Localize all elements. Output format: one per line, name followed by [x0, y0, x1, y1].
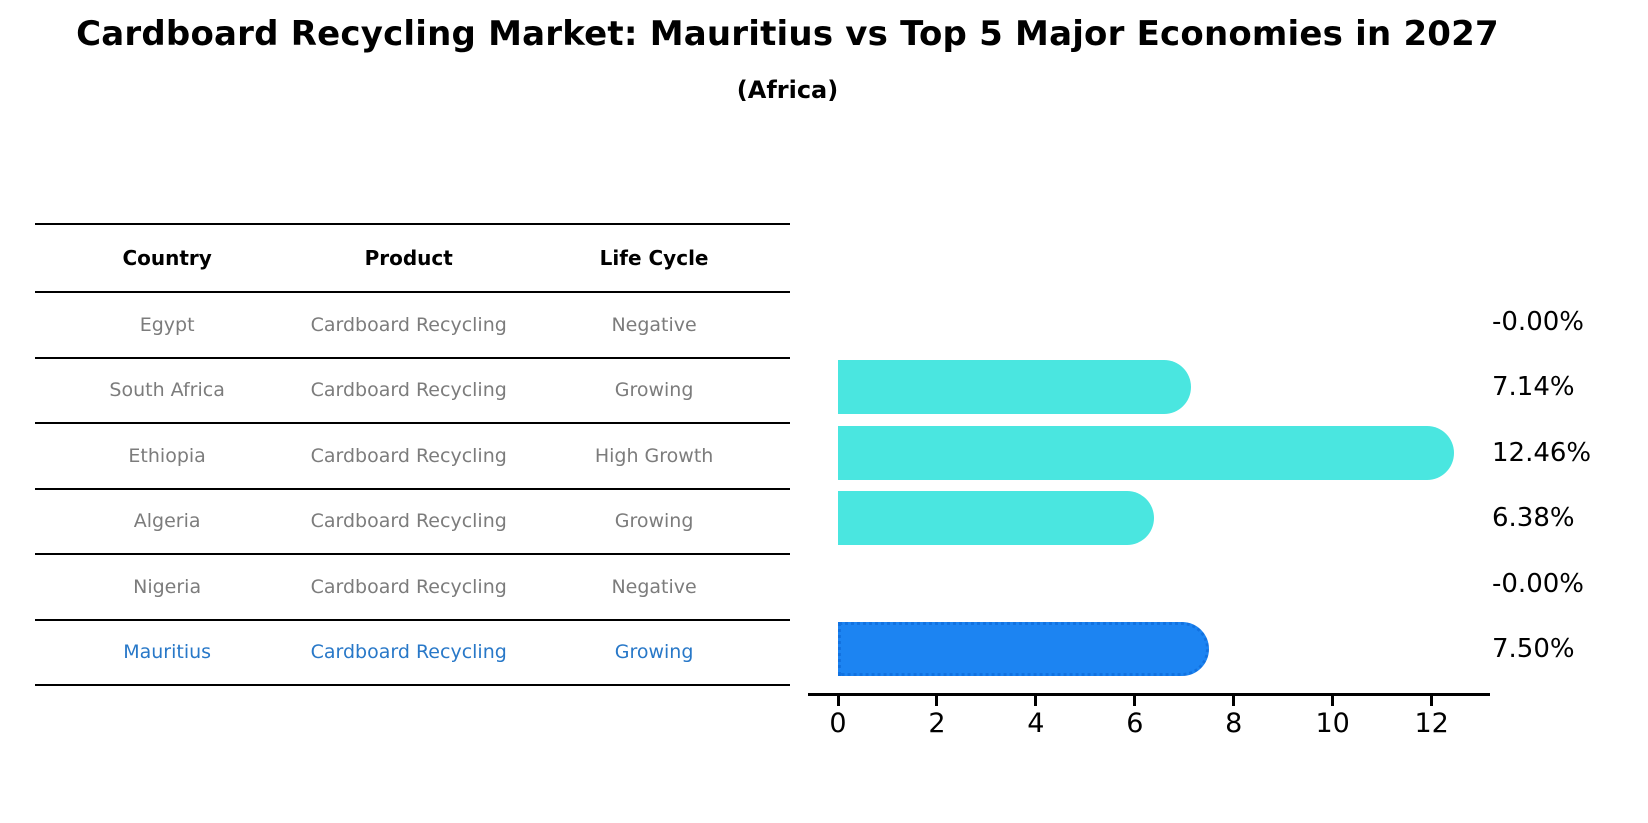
bar-ethiopia [838, 426, 1455, 480]
country-cell: Nigeria [133, 575, 202, 598]
x-axis-tick [1232, 696, 1236, 706]
table-row-ethiopia: Ethiopia Cardboard Recycling High Growth [35, 422, 790, 488]
value-label-nigeria: -0.00% [1492, 569, 1584, 599]
product-cell: Cardboard Recycling [310, 641, 507, 664]
table-row-algeria: Algeria Cardboard Recycling Growing [35, 487, 790, 554]
bar-mauritius [838, 622, 1210, 676]
table-row-egypt: Egypt Cardboard Recycling Negative [35, 291, 790, 357]
value-label-mauritius: 7.50% [1492, 634, 1575, 664]
x-axis-tick [935, 696, 939, 706]
chart-title: Cardboard Recycling Market: Mauritius vs… [76, 14, 1499, 54]
life-cycle-cell: High Growth [594, 444, 714, 467]
country-cell: Ethiopia [128, 444, 206, 467]
x-axis-tick [1331, 696, 1335, 706]
table-row-nigeria: Nigeria Cardboard Recycling Negative [35, 553, 790, 619]
life-cycle-cell: Negative [611, 313, 697, 336]
x-axis-tick-label: 4 [1027, 708, 1045, 739]
x-axis-tick-label: 2 [928, 708, 946, 739]
product-cell: Cardboard Recycling [310, 510, 507, 533]
value-label-egypt: -0.00% [1492, 307, 1584, 337]
bar-south-africa [838, 360, 1192, 414]
product-cell: Cardboard Recycling [310, 444, 507, 467]
column-header-country: Country [122, 246, 212, 270]
x-axis-tick-label: 8 [1225, 708, 1243, 739]
table-row-mauritius: Mauritius Cardboard Recycling Growing [35, 618, 790, 685]
country-cell: Mauritius [123, 641, 212, 664]
table-row-south-africa: South Africa Cardboard Recycling Growing [35, 356, 790, 423]
product-cell: Cardboard Recycling [310, 313, 507, 336]
country-cell: Egypt [139, 313, 195, 336]
x-axis-tick [836, 696, 840, 706]
value-label-ethiopia: 12.46% [1492, 438, 1592, 468]
x-axis-tick-label: 10 [1315, 708, 1350, 739]
country-cell: South Africa [109, 379, 225, 402]
x-axis-tick [1034, 696, 1038, 706]
column-header-life-cycle: Life Cycle [599, 246, 709, 270]
table-header-row: Country Product Life Cycle [35, 225, 790, 291]
x-axis-tick-label: 12 [1414, 708, 1449, 739]
value-label-south-africa: 7.14% [1492, 372, 1575, 402]
bar-algeria [838, 491, 1154, 545]
life-cycle-cell: Growing [614, 379, 694, 402]
x-axis-tick [1430, 696, 1434, 706]
value-label-algeria: 6.38% [1492, 503, 1575, 533]
life-cycle-cell: Growing [614, 510, 694, 533]
column-header-product: Product [364, 246, 453, 270]
life-cycle-cell: Growing [614, 641, 694, 664]
product-cell: Cardboard Recycling [310, 575, 507, 598]
comparison-table: Country Product Life Cycle Egypt Cardboa… [35, 223, 790, 686]
bar-plot: 0 2 4 6 8 10 12 [829, 0, 1491, 823]
country-cell: Algeria [133, 510, 201, 533]
x-axis-tick [1133, 696, 1137, 706]
x-axis-tick-label: 0 [829, 708, 847, 739]
x-axis-line [808, 693, 1490, 696]
life-cycle-cell: Negative [611, 575, 697, 598]
x-axis-tick-label: 6 [1126, 708, 1144, 739]
chart-subtitle: (Africa) [736, 76, 839, 104]
product-cell: Cardboard Recycling [310, 379, 507, 402]
